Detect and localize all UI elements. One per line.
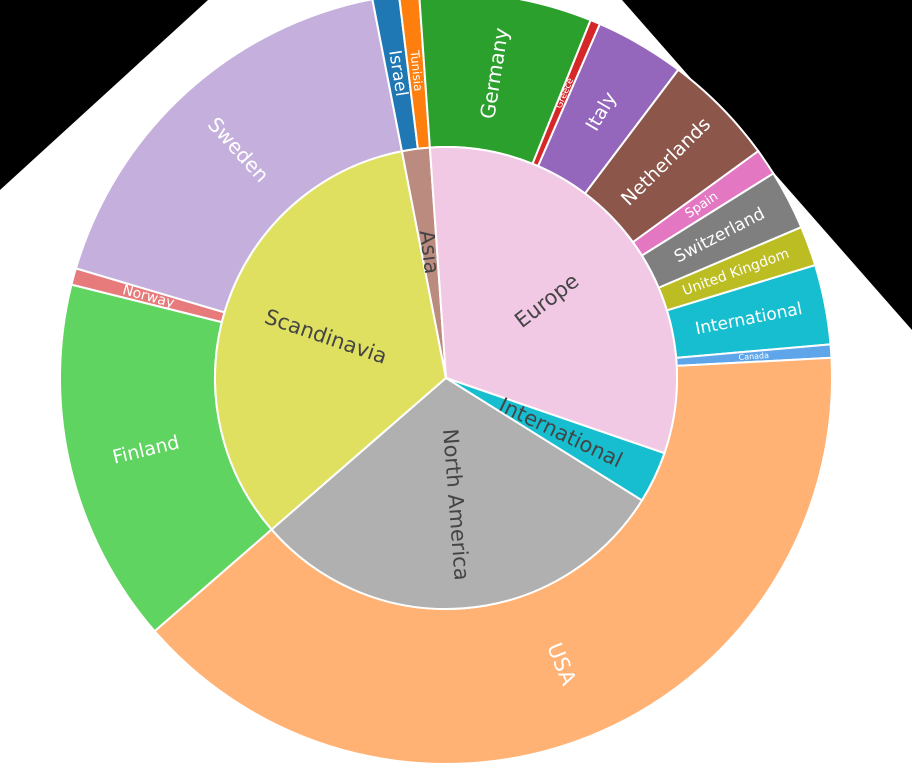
- label-tunisia: Tunisia: [407, 49, 425, 92]
- segment-scandinavia[interactable]: [120, 128, 533, 531]
- label-canada: Canada: [738, 351, 769, 362]
- inner-ring: ScandinaviaAsiaEuropeInternationalNorth …: [120, 87, 752, 704]
- segment-europe[interactable]: [325, 87, 752, 529]
- segment-north-america[interactable]: [270, 334, 649, 704]
